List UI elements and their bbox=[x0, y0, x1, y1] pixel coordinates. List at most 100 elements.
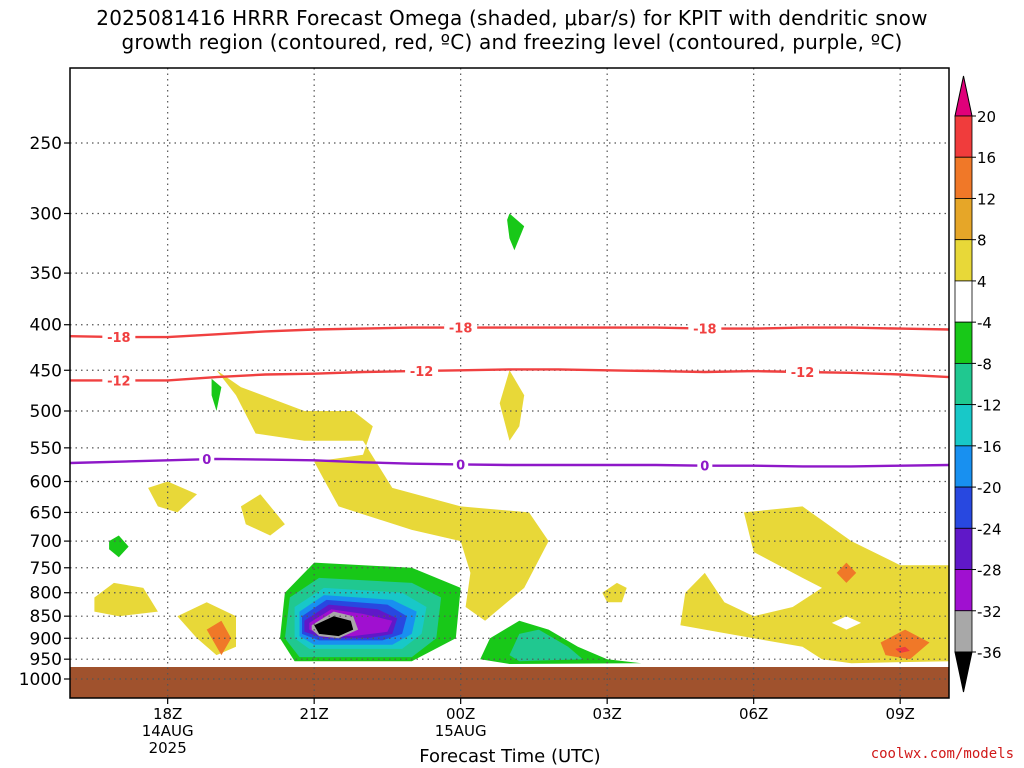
y-tick-label-650: 650 bbox=[30, 503, 62, 523]
contour-label-bg-1-2 bbox=[786, 363, 819, 380]
contour-label-1-2: -12 bbox=[791, 366, 815, 381]
temperature-contours: -18 -18 -18 -12 -12 -12 0 0 0 bbox=[70, 319, 949, 475]
chart-title-line-1: 2025081416 HRRR Forecast Omega (shaded, … bbox=[96, 6, 928, 30]
contour-label-bg-0-0 bbox=[102, 329, 136, 346]
y-tick-label-900: 900 bbox=[30, 629, 62, 649]
contour-label-2-0: 0 bbox=[202, 453, 211, 468]
contour-label-1-1: -12 bbox=[410, 365, 434, 380]
colorbar-swatch-12 bbox=[954, 610, 973, 653]
contour-label-bg-0-1 bbox=[444, 319, 478, 336]
colorbar-label-0: 20 bbox=[977, 108, 996, 126]
contour-label-bg-1-1 bbox=[405, 362, 439, 379]
colorbar-label-10: -24 bbox=[977, 520, 1002, 538]
contour-dgz-0 bbox=[70, 326, 949, 339]
colorbar-label-9: -20 bbox=[977, 479, 1002, 497]
colorbar-label-13: -36 bbox=[977, 644, 1002, 662]
omega-region-7 bbox=[680, 506, 949, 664]
colorbar-top-arrow bbox=[954, 75, 973, 117]
colorbar-label-7: -12 bbox=[977, 397, 1002, 415]
x-tick-sublabel-00Z-0: 15AUG bbox=[435, 722, 487, 740]
contour-label-2-1: 0 bbox=[456, 458, 465, 473]
y-tick-label-300: 300 bbox=[30, 204, 62, 224]
x-tick-label-00Z: 00Z bbox=[446, 705, 475, 723]
y-tick-label-450: 450 bbox=[30, 361, 62, 381]
contour-label-bg-2-0 bbox=[199, 451, 215, 468]
omega-region-2 bbox=[240, 494, 285, 536]
omega-region-10 bbox=[880, 629, 930, 660]
x-tick-label-09Z: 09Z bbox=[885, 705, 914, 723]
colorbar-swatch-9 bbox=[954, 486, 973, 529]
colorbar-swatch-10 bbox=[954, 527, 973, 570]
colorbar-label-1: 16 bbox=[977, 149, 996, 167]
y-tick-label-750: 750 bbox=[30, 559, 62, 579]
y-tick-label-250: 250 bbox=[30, 134, 62, 154]
x-tick-label-21Z: 21Z bbox=[299, 705, 328, 723]
y-tick-label-500: 500 bbox=[30, 402, 62, 422]
x-tick-sublabel-18Z-0: 14AUG bbox=[142, 722, 194, 740]
y-tick-label-350: 350 bbox=[30, 264, 62, 284]
contour-label-0-1: -18 bbox=[449, 322, 473, 337]
y-axis-ticks: 2503003504004505005506006507007508008509… bbox=[19, 134, 70, 690]
colorbar-swatch-11 bbox=[954, 569, 973, 612]
y-tick-label-700: 700 bbox=[30, 532, 62, 552]
colorbar-swatch-5 bbox=[954, 321, 973, 364]
omega-region-6 bbox=[499, 370, 525, 441]
omega-region-21 bbox=[314, 616, 354, 637]
omega-region-23 bbox=[509, 629, 583, 662]
y-tick-label-950: 950 bbox=[30, 650, 62, 670]
chart-title: 2025081416 HRRR Forecast Omega (shaded, … bbox=[0, 6, 1024, 54]
y-tick-label-850: 850 bbox=[30, 607, 62, 627]
omega-shading bbox=[94, 213, 949, 664]
omega-region-25 bbox=[211, 378, 222, 411]
colorbar-swatch-2 bbox=[954, 198, 973, 241]
y-tick-label-550: 550 bbox=[30, 439, 62, 459]
colorbar-label-6: -8 bbox=[977, 355, 992, 373]
y-tick-label-400: 400 bbox=[30, 316, 62, 336]
contour-label-2-2: 0 bbox=[700, 460, 709, 475]
y-tick-label-600: 600 bbox=[30, 472, 62, 492]
chart-title-line-2: growth region (contoured, red, ºC) and f… bbox=[121, 30, 903, 54]
contour-label-0-0: -18 bbox=[107, 331, 131, 346]
y-tick-label-1000: 1000 bbox=[19, 670, 62, 690]
credit-text: coolwx.com/models bbox=[870, 746, 1014, 762]
colorbar: 20 16 12 8 4 -4 -8 -12 -16 -20 -24 -28 -32 -36 bbox=[954, 75, 1002, 693]
x-tick-label-18Z: 18Z bbox=[153, 705, 182, 723]
omega-region-1 bbox=[148, 481, 197, 513]
plot-frame bbox=[69, 67, 950, 699]
contour-label-bg-0-2 bbox=[688, 320, 722, 337]
colorbar-label-12: -32 bbox=[977, 603, 1002, 621]
omega-region-9 bbox=[836, 562, 857, 583]
contour-label-0-2: -18 bbox=[693, 323, 717, 338]
colorbar-swatch-1 bbox=[954, 156, 973, 199]
colorbar-label-2: 12 bbox=[977, 190, 996, 208]
colorbar-swatch-3 bbox=[954, 239, 973, 282]
colorbar-label-4: 4 bbox=[977, 273, 987, 291]
omega-region-3 bbox=[94, 582, 158, 617]
x-axis-label: Forecast Time (UTC) bbox=[419, 746, 601, 767]
colorbar-swatch-7 bbox=[954, 404, 973, 447]
x-tick-label-06Z: 06Z bbox=[739, 705, 768, 723]
omega-region-24 bbox=[507, 213, 525, 251]
colorbar-swatch-8 bbox=[954, 445, 973, 488]
x-tick-sublabel-18Z-1: 2025 bbox=[149, 739, 187, 757]
colorbar-label-11: -28 bbox=[977, 562, 1002, 580]
colorbar-swatch-0 bbox=[954, 115, 973, 158]
colorbar-label-5: -4 bbox=[977, 314, 992, 332]
omega-region-11 bbox=[895, 646, 910, 653]
contour-label-bg-2-1 bbox=[453, 456, 469, 473]
colorbar-bottom-arrow bbox=[954, 651, 973, 693]
contour-label-1-0: -12 bbox=[107, 374, 131, 389]
contour-freezing-2 bbox=[70, 457, 949, 468]
colorbar-label-8: -16 bbox=[977, 438, 1002, 456]
ground-layer bbox=[70, 667, 949, 698]
grid-lines bbox=[70, 68, 949, 698]
x-tick-label-03Z: 03Z bbox=[592, 705, 621, 723]
colorbar-label-3: 8 bbox=[977, 232, 987, 250]
contour-label-bg-2-2 bbox=[697, 457, 713, 474]
omega-region-26 bbox=[109, 535, 129, 558]
omega-region-0 bbox=[216, 370, 549, 621]
y-tick-label-800: 800 bbox=[30, 584, 62, 604]
colorbar-swatch-6 bbox=[954, 362, 973, 406]
